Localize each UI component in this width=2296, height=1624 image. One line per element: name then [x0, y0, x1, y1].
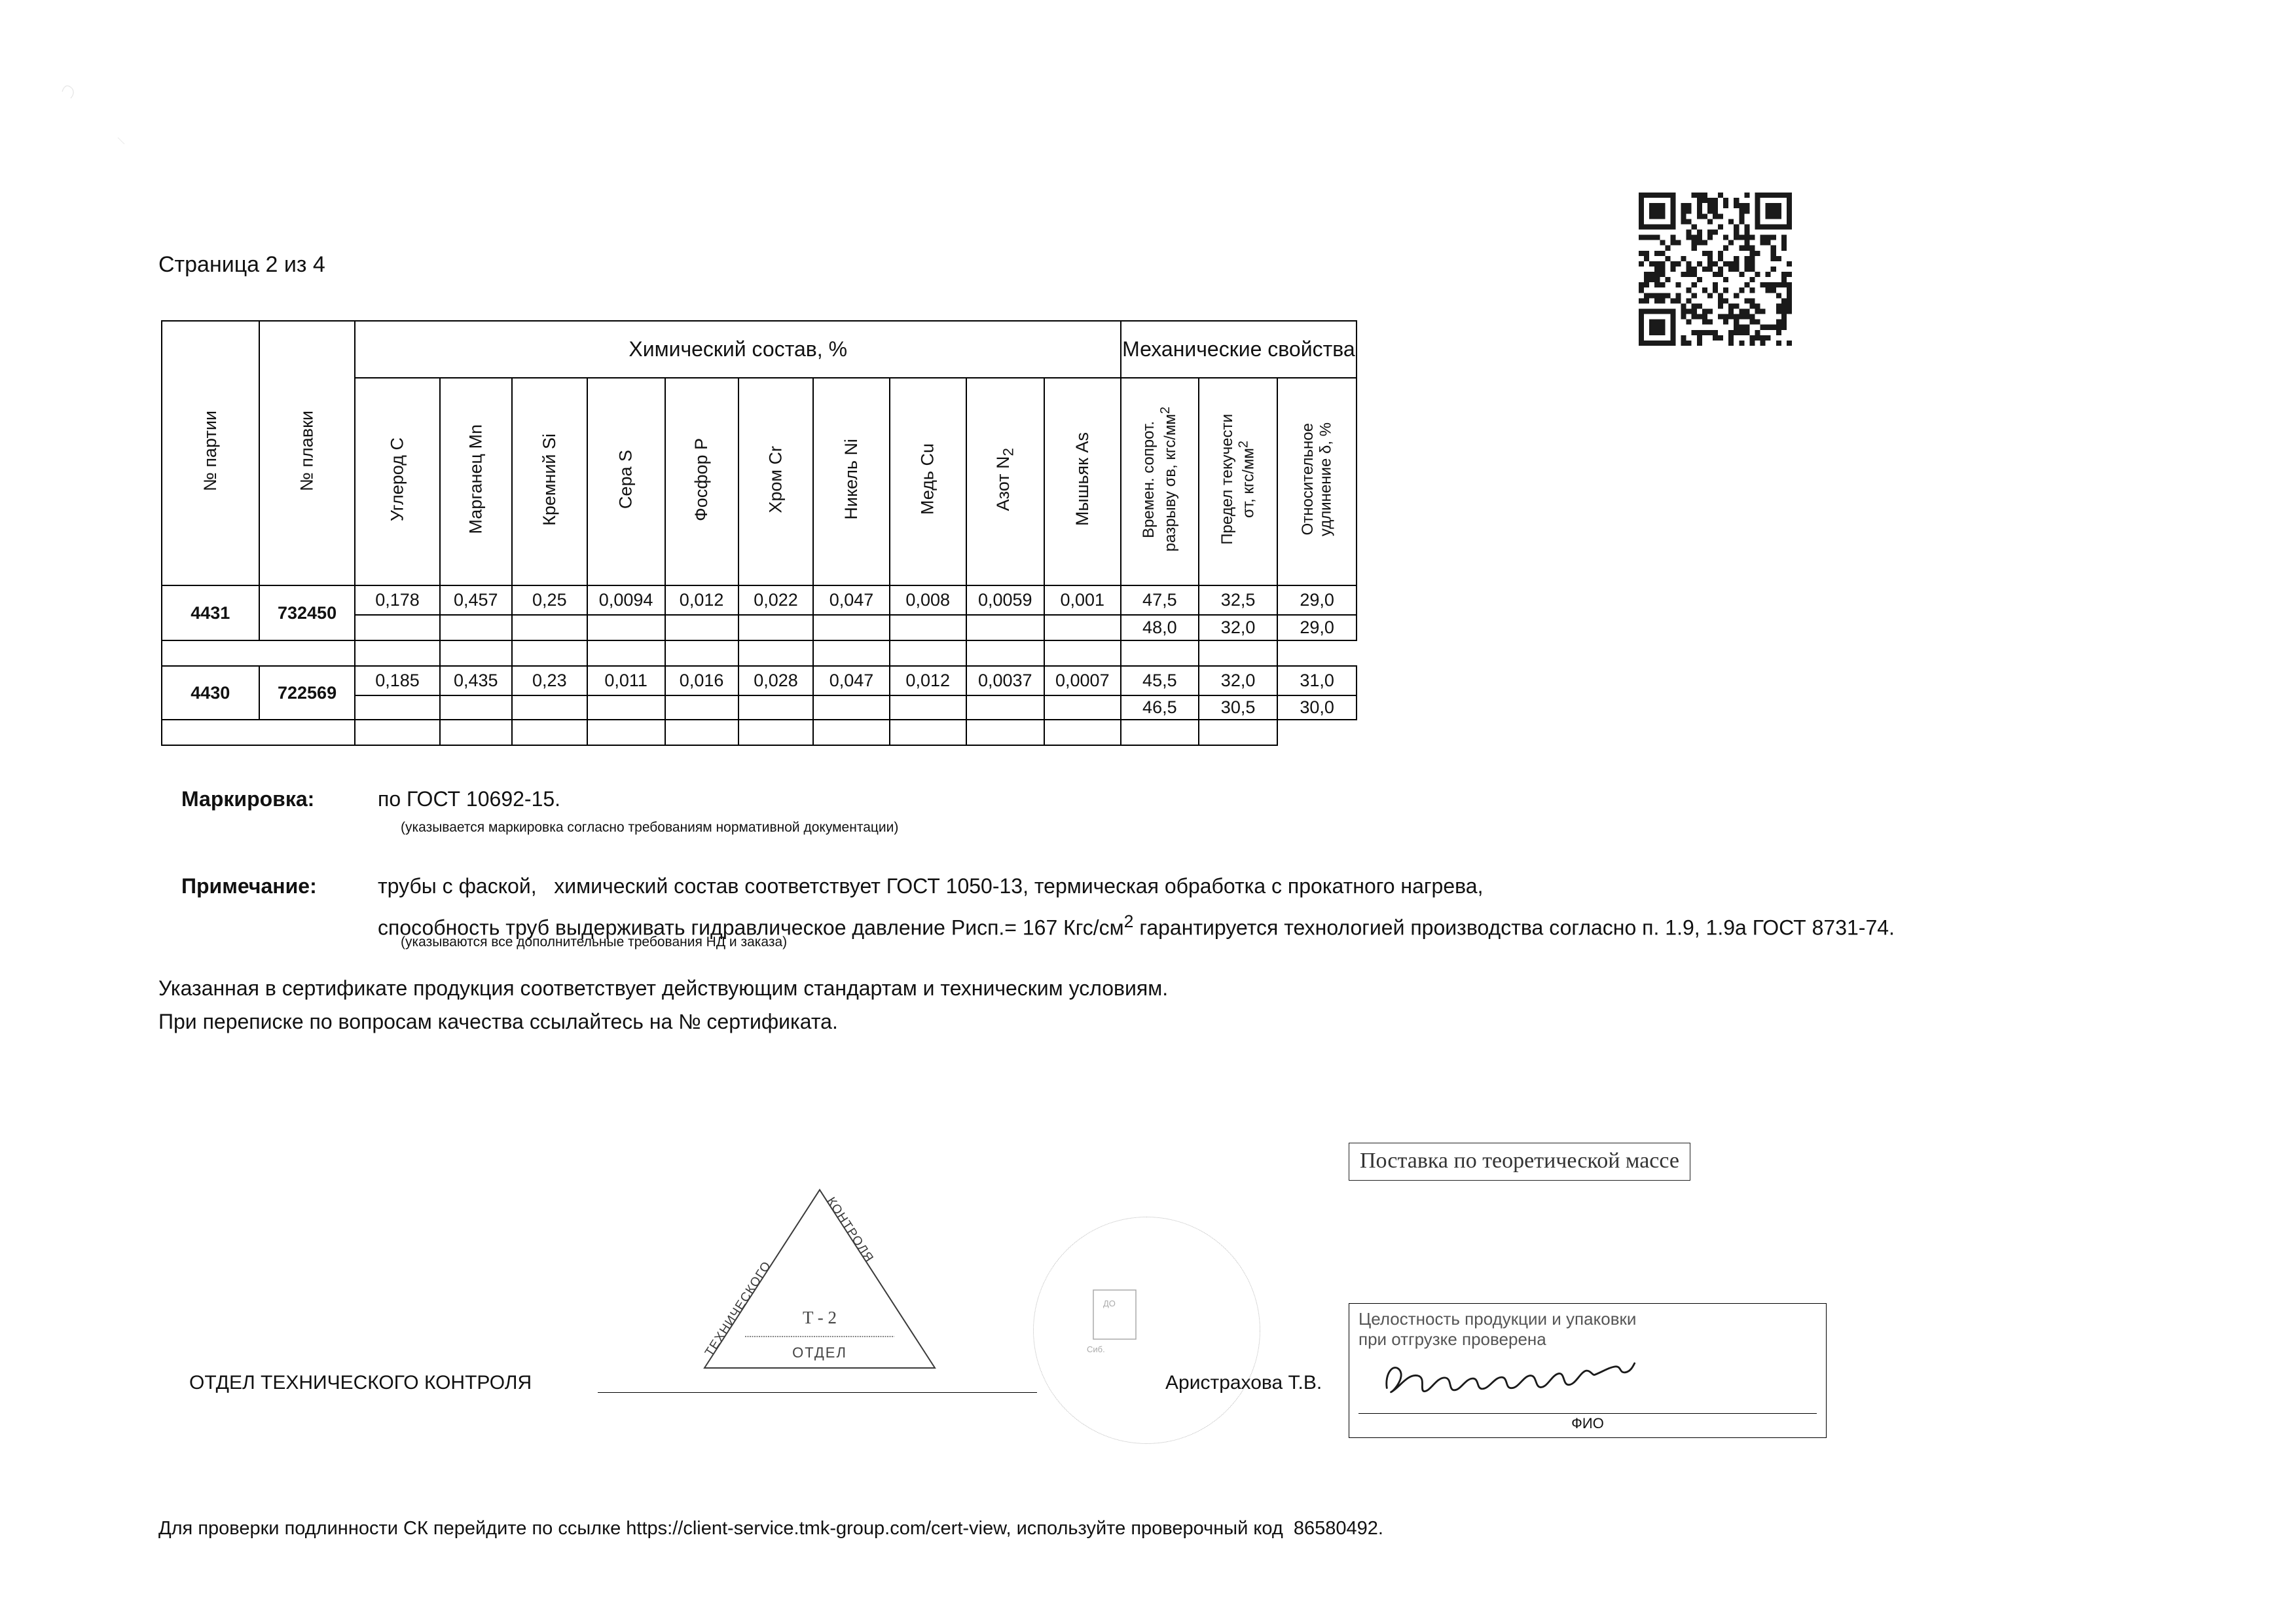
svg-text:ДО: ДО [1103, 1299, 1116, 1308]
svg-text:ТЕХНИЧЕСКОГО: ТЕХНИЧЕСКОГО [702, 1259, 774, 1359]
svg-text:ОТДЕЛ: ОТДЕЛ [792, 1344, 847, 1361]
svg-text:Сиб.: Сиб. [1087, 1344, 1105, 1354]
svg-text:T - 2: T - 2 [803, 1308, 837, 1327]
svg-text:КОНТРОЛЯ: КОНТРОЛЯ [824, 1195, 876, 1265]
